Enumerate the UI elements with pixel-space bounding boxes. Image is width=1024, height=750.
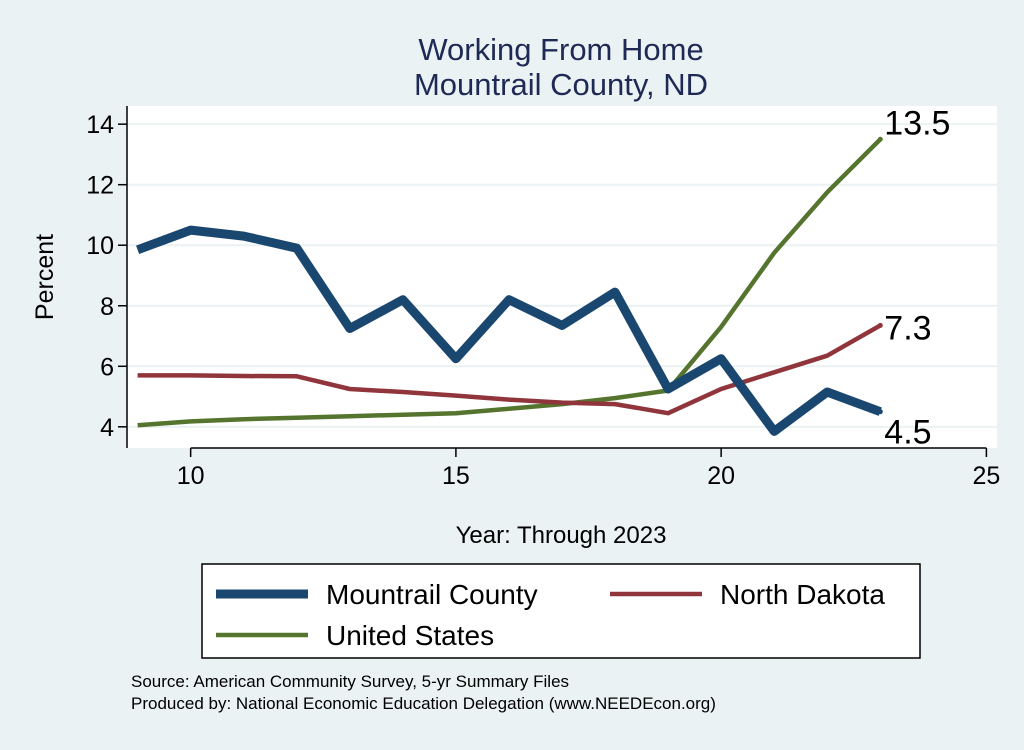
y-tick-label: 10 bbox=[86, 232, 114, 260]
legend: Mountrail County North Dakota United State… bbox=[201, 563, 921, 659]
x-axis-label: Year: Through 2023 bbox=[456, 522, 667, 549]
x-tick-label: 15 bbox=[442, 462, 470, 490]
axes: 4 6 8 10 12 14 10 15 20 25 bbox=[86, 106, 1000, 490]
producer-note: Produced by: National Economic Education… bbox=[131, 694, 716, 713]
series-line-united-states bbox=[137, 137, 882, 428]
legend-label-north-dakota: North Dakota bbox=[720, 579, 885, 610]
end-labels: 4.5 7.3 13.5 bbox=[884, 104, 950, 451]
y-tick-label: 12 bbox=[86, 172, 114, 200]
x-tick-label: 10 bbox=[177, 462, 205, 490]
y-axis-label: Percent bbox=[31, 234, 59, 320]
end-label-united-states: 13.5 bbox=[884, 104, 950, 142]
source-note: Source: American Community Survey, 5-yr … bbox=[131, 672, 569, 691]
end-point-north-dakota bbox=[877, 322, 883, 328]
plot-area bbox=[127, 106, 997, 448]
legend-label-mountrail-county: Mountrail County bbox=[326, 579, 538, 610]
y-tick-label: 6 bbox=[100, 353, 114, 381]
x-tick-label: 25 bbox=[972, 462, 1000, 490]
end-label-north-dakota: 7.3 bbox=[884, 309, 931, 347]
y-tick-label: 8 bbox=[100, 293, 114, 321]
end-point-united-states bbox=[877, 136, 883, 142]
legend-box bbox=[201, 563, 921, 659]
series-lines bbox=[136, 136, 883, 436]
series-line-north-dakota bbox=[137, 323, 882, 416]
y-tick-label: 4 bbox=[100, 414, 114, 442]
x-tick-label: 20 bbox=[707, 462, 735, 490]
end-point-mountrail-county bbox=[877, 409, 883, 415]
series-line-mountrail-county bbox=[136, 225, 882, 436]
end-label-mountrail-county: 4.5 bbox=[884, 414, 931, 452]
y-tick-label: 14 bbox=[86, 111, 114, 139]
chart-title: Working From Home bbox=[418, 32, 703, 67]
legend-label-united-states: United States bbox=[326, 620, 494, 651]
chart-subtitle: Mountrail County, ND bbox=[414, 67, 708, 102]
